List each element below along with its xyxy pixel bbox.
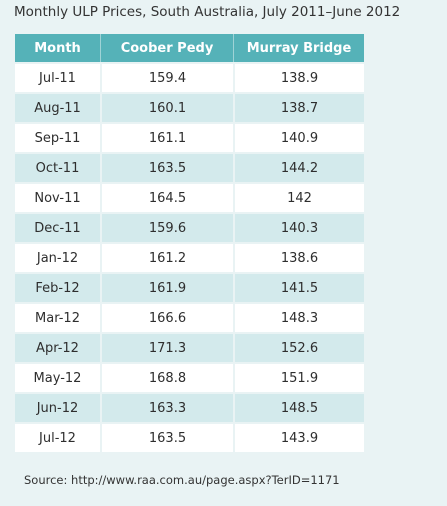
source-note: Source: http://www.raa.com.au/page.aspx?… <box>24 473 340 487</box>
murray-bridge-price-cell: 152.6 <box>233 334 364 362</box>
murray-bridge-price-cell: 140.3 <box>233 214 364 242</box>
coober-pedy-price-cell: 171.3 <box>100 334 233 362</box>
murray-bridge-price-cell: 141.5 <box>233 274 364 302</box>
murray-bridge-price-cell: 148.5 <box>233 394 364 422</box>
table-row: Sep-11 161.1 140.9 <box>15 124 364 152</box>
column-header-month: Month <box>15 34 100 62</box>
table-header-row: Month Coober Pedy Murray Bridge <box>15 34 364 62</box>
coober-pedy-price-cell: 159.4 <box>100 64 233 92</box>
murray-bridge-price-cell: 144.2 <box>233 154 364 182</box>
murray-bridge-price-cell: 151.9 <box>233 364 364 392</box>
table-row: Jul-12 163.5 143.9 <box>15 424 364 452</box>
murray-bridge-price-cell: 138.7 <box>233 94 364 122</box>
ulp-prices-table: Month Coober Pedy Murray Bridge Jul-11 1… <box>15 32 364 454</box>
coober-pedy-price-cell: 161.2 <box>100 244 233 272</box>
column-header-murray-bridge: Murray Bridge <box>233 34 364 62</box>
month-cell: Aug-11 <box>15 94 100 122</box>
murray-bridge-price-cell: 138.9 <box>233 64 364 92</box>
month-cell: Dec-11 <box>15 214 100 242</box>
month-cell: Sep-11 <box>15 124 100 152</box>
table-row: Feb-12 161.9 141.5 <box>15 274 364 302</box>
coober-pedy-price-cell: 161.1 <box>100 124 233 152</box>
coober-pedy-price-cell: 164.5 <box>100 184 233 212</box>
month-cell: Oct-11 <box>15 154 100 182</box>
month-cell: Nov-11 <box>15 184 100 212</box>
coober-pedy-price-cell: 163.3 <box>100 394 233 422</box>
table-row: Nov-11 164.5 142 <box>15 184 364 212</box>
month-cell: May-12 <box>15 364 100 392</box>
table-row: May-12 168.8 151.9 <box>15 364 364 392</box>
murray-bridge-price-cell: 148.3 <box>233 304 364 332</box>
table-row: Jul-11 159.4 138.9 <box>15 64 364 92</box>
month-cell: Jul-11 <box>15 64 100 92</box>
coober-pedy-price-cell: 160.1 <box>100 94 233 122</box>
table-row: Oct-11 163.5 144.2 <box>15 154 364 182</box>
coober-pedy-price-cell: 159.6 <box>100 214 233 242</box>
column-header-coober-pedy: Coober Pedy <box>100 34 233 62</box>
month-cell: Apr-12 <box>15 334 100 362</box>
murray-bridge-price-cell: 142 <box>233 184 364 212</box>
coober-pedy-price-cell: 161.9 <box>100 274 233 302</box>
coober-pedy-price-cell: 166.6 <box>100 304 233 332</box>
month-cell: Jun-12 <box>15 394 100 422</box>
month-cell: Jan-12 <box>15 244 100 272</box>
coober-pedy-price-cell: 163.5 <box>100 154 233 182</box>
coober-pedy-price-cell: 163.5 <box>100 424 233 452</box>
table-title: Monthly ULP Prices, South Australia, Jul… <box>14 4 401 20</box>
table-row: Aug-11 160.1 138.7 <box>15 94 364 122</box>
table-row: Jun-12 163.3 148.5 <box>15 394 364 422</box>
table-row: Apr-12 171.3 152.6 <box>15 334 364 362</box>
murray-bridge-price-cell: 140.9 <box>233 124 364 152</box>
murray-bridge-price-cell: 143.9 <box>233 424 364 452</box>
month-cell: Feb-12 <box>15 274 100 302</box>
table-row: Jan-12 161.2 138.6 <box>15 244 364 272</box>
table-row: Dec-11 159.6 140.3 <box>15 214 364 242</box>
coober-pedy-price-cell: 168.8 <box>100 364 233 392</box>
murray-bridge-price-cell: 138.6 <box>233 244 364 272</box>
table-row: Mar-12 166.6 148.3 <box>15 304 364 332</box>
month-cell: Jul-12 <box>15 424 100 452</box>
month-cell: Mar-12 <box>15 304 100 332</box>
